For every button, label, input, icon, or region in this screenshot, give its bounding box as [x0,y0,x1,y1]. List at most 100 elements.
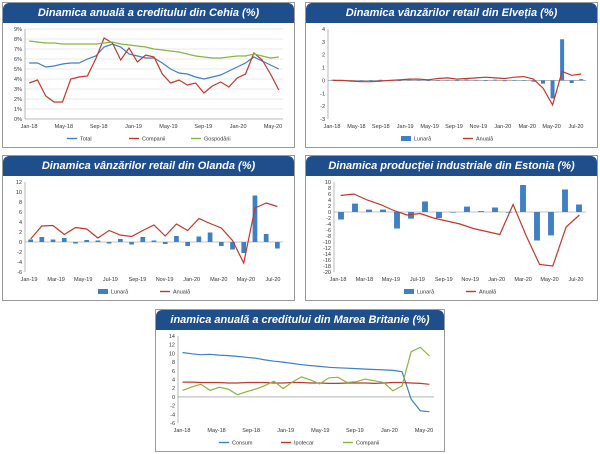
bar [422,201,428,212]
y-tick-label: -4 [17,260,22,266]
x-tick-label: Nov-19 [461,277,479,283]
y-tick-label: 8 [19,200,22,206]
x-tick-label: May-19 [159,124,177,130]
y-tick-label: 10 [16,190,22,196]
x-tick-label: May-19 [420,124,438,130]
bar [106,242,112,244]
bar [569,80,574,83]
bar [394,212,400,229]
bar [492,207,498,212]
chart-panel-uk: inamica anuală a creditului din Marea Br… [155,309,445,452]
bar [162,242,168,244]
bar [95,240,101,242]
x-tick-label: Jul-20 [569,277,584,283]
series-line [30,202,278,265]
chart-plot-nl: -6 -4 -2 0 2 4 6 8 10 12 Jan-19 Mar-19 May-19 Jul-19 S… [16,180,283,296]
y-tick-label: 10 [325,180,331,186]
legend-label: Companii [142,137,165,143]
y-tick-label: 1% [14,107,22,113]
x-tick-label: Jan-19 [125,124,142,130]
chart-title-uk: inamica anuală a creditului din Marea Br… [156,310,444,330]
y-tick-label: -2 [17,250,22,256]
bar [474,79,479,81]
chart-panel-cz: Dinamica anuală a creditului din Cehia (… [2,2,295,148]
x-tick-label: Mar-20 [210,277,227,283]
y-tick-label: -2 [170,404,175,410]
y-tick-label: -4 [326,222,331,228]
y-tick-label: -10 [323,240,331,246]
bar [241,242,247,253]
series-line [28,37,280,103]
legend-label: Gospodării [204,137,231,143]
y-tick-label: 6 [172,369,175,375]
bar [359,80,364,81]
x-tick-label: Sep-18 [90,124,108,130]
x-tick-label: Jan-18 [330,277,347,283]
x-tick-label: Sep-18 [242,428,260,434]
x-tick-label: Nov-19 [470,124,488,130]
x-tick-label: Jul-19 [410,277,425,283]
bar [61,238,67,242]
bar [531,80,536,82]
y-tick-label: -4 [170,412,175,418]
x-tick-label: Jan-20 [230,124,247,130]
y-tick-label: 12 [169,343,175,349]
x-tick-label: Jan-20 [488,277,505,283]
y-tick-label: 14 [169,334,175,340]
bar [28,239,33,242]
x-tick-label: Mar-20 [518,124,535,130]
y-tick-label: -6 [170,421,175,427]
y-tick-label: 8 [328,186,331,192]
bar [550,80,555,99]
y-tick-label: -3 [320,117,325,123]
x-tick-label: Jan-18 [21,124,38,130]
legend-swatch [401,136,411,141]
x-tick-label: Jul-20 [569,124,584,130]
legend-label: Lunară [414,137,432,143]
bar [540,80,546,84]
x-tick-label: Sep-19 [346,428,364,434]
y-tick-label: -14 [323,252,331,258]
bar [454,80,460,82]
y-tick-label: 3 [322,40,325,46]
bar [352,203,358,212]
x-tick-label: Sep-19 [445,124,463,130]
y-tick-label: 2 [172,386,175,392]
y-tick-label: 0% [14,117,22,123]
x-tick-label: Mar-19 [47,277,64,283]
legend-label: Companii [356,441,379,447]
y-tick-label: 2 [19,230,22,236]
chart-panel-ee: Dinamica producției industriale din Esto… [305,155,598,301]
bar [436,212,442,218]
x-tick-label: Sep-19 [194,124,212,130]
y-tick-label: 9% [14,27,22,33]
y-tick-label: 0 [322,78,325,84]
series-line [182,346,430,396]
y-tick-label: 4 [322,27,325,33]
bar [252,195,258,242]
bar [548,212,554,236]
legend-label: Anuală [479,290,497,296]
x-tick-label: Jan-19 [277,428,294,434]
y-tick-label: -6 [326,228,331,234]
bar [534,212,540,241]
x-tick-label: Jul-20 [266,277,281,283]
series-line [332,70,582,107]
y-tick-label: 4 [328,198,331,204]
x-tick-label: May-19 [382,277,400,283]
bar [464,206,470,212]
bar [207,232,213,242]
y-tick-label: 4 [19,220,22,226]
chart-panel-nl: Dinamica vânzărilor retail din Olanda (%… [2,155,295,301]
bar [579,79,584,81]
x-tick-label: Jul-19 [103,277,118,283]
bar [230,242,235,250]
bar [84,240,90,242]
x-tick-label: May-19 [311,428,329,434]
legend-label: Lunară [417,290,435,296]
bar [151,240,157,242]
x-tick-label: Sep-19 [435,277,453,283]
y-tick-label: 4 [172,378,175,384]
x-tick-label: May-20 [540,277,558,283]
